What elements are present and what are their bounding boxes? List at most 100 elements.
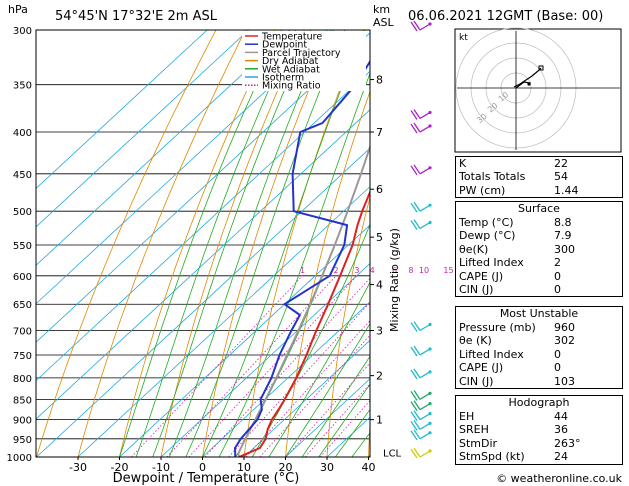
surface-row: CIN (J) 0 bbox=[456, 283, 622, 296]
wind-barb bbox=[410, 164, 432, 176]
hodograph-stats-rows: EH 44 SREH 36 StmDir 263° StmSpd (kt) 24 bbox=[456, 410, 622, 464]
most-unstable-value: 960 bbox=[554, 321, 575, 334]
isotherm bbox=[202, 301, 370, 457]
dry-adiabat bbox=[160, 30, 305, 457]
pressure-tick-label: 750 bbox=[13, 351, 32, 362]
wet-adiabat bbox=[152, 30, 312, 457]
hodograph-marker bbox=[538, 65, 544, 71]
index-label: Totals Totals bbox=[459, 170, 526, 184]
dry-adiabat bbox=[202, 30, 335, 457]
index-value: 22 bbox=[554, 157, 568, 170]
km-tick-label: 6 bbox=[376, 183, 383, 196]
mixing-ratio-label: 8 bbox=[408, 266, 413, 275]
most-unstable-label: Pressure (mb) bbox=[459, 321, 536, 334]
pressure-tick-label: 900 bbox=[13, 416, 32, 427]
isotherm bbox=[36, 32, 370, 343]
wind-barb bbox=[410, 20, 432, 32]
x-tick-label: -20 bbox=[111, 461, 129, 474]
mixing-ratio-line bbox=[319, 399, 370, 457]
most-unstable-value: 302 bbox=[554, 334, 575, 348]
surface-row: Lifted Index 2 bbox=[456, 256, 622, 269]
most-unstable-label: CIN (J) bbox=[459, 374, 494, 388]
mixing-ratio-label: 15 bbox=[443, 266, 453, 275]
wind-barb bbox=[410, 122, 432, 134]
wet-adiabat bbox=[285, 322, 370, 457]
isotherm bbox=[36, 30, 332, 305]
mixing-ratio-label: 10 bbox=[419, 266, 429, 275]
surface-title: Surface bbox=[518, 202, 560, 215]
index-row: Totals Totals 54 bbox=[456, 170, 622, 183]
hodograph-stat-value: 44 bbox=[554, 410, 568, 423]
hodograph-stat-label: SREH bbox=[459, 423, 489, 437]
wind-barbs bbox=[410, 20, 432, 459]
hodograph-stat-row: StmSpd (kt) 24 bbox=[456, 450, 622, 463]
asl-axis-label: ASL bbox=[373, 16, 395, 29]
hodograph-frame bbox=[454, 28, 622, 153]
surface-label: Temp (°C) bbox=[459, 216, 514, 229]
wind-barb bbox=[410, 419, 432, 431]
dry-adiabat bbox=[77, 30, 246, 457]
index-row: PW (cm) 1.44 bbox=[456, 184, 622, 197]
surface-label: CIN (J) bbox=[459, 282, 494, 296]
temperature-axis: -30 -20 -10 0 10 20 30 40 bbox=[69, 457, 376, 474]
mixing-ratio-axis-title: Mixing Ratio (g/kg) bbox=[388, 228, 401, 332]
mixing-ratio-line bbox=[285, 362, 370, 457]
surface-label: Dewp (°C) bbox=[459, 229, 516, 243]
pressure-tick-label: 550 bbox=[13, 241, 32, 252]
wet-adiabat bbox=[168, 30, 328, 457]
hodograph-stat-row: StmDir 263° bbox=[456, 437, 622, 450]
legend-label: Wet Adiabat bbox=[262, 64, 320, 75]
sounding-profiles bbox=[234, 59, 370, 457]
km-tick-label: 5 bbox=[376, 231, 383, 244]
isotherm bbox=[160, 262, 370, 457]
wind-barb bbox=[410, 321, 432, 332]
isotherm bbox=[36, 30, 249, 228]
wind-barb bbox=[410, 345, 432, 357]
most-unstable-value: 0 bbox=[554, 347, 561, 361]
isotherm bbox=[77, 186, 370, 457]
most-unstable-title: Most Unstable bbox=[499, 307, 579, 320]
index-label: PW (cm) bbox=[459, 183, 506, 197]
km-tick-label: 8 bbox=[376, 74, 383, 87]
legend-label: Mixing Ratio bbox=[262, 81, 321, 92]
indices-rows: K 22 Totals Totals 54 PW (cm) 1.44 bbox=[456, 157, 622, 197]
surface-value: 2 bbox=[554, 256, 561, 270]
x-tick-label: -10 bbox=[152, 461, 170, 474]
surface-value: 300 bbox=[554, 242, 575, 256]
datetime-title: 06.06.2021 12GMT (Base: 00) bbox=[408, 9, 603, 24]
wet-adiabat bbox=[301, 355, 370, 457]
isotherm bbox=[36, 30, 291, 266]
hodograph-stat-label: EH bbox=[459, 410, 475, 423]
wet-adiabat bbox=[185, 30, 346, 457]
hodograph-stat-label: StmSpd (kt) bbox=[459, 450, 525, 464]
mixing-ratio-line bbox=[245, 320, 370, 457]
hodograph-stat-row: EH 44 bbox=[456, 410, 622, 423]
wind-barb bbox=[410, 447, 432, 459]
x-tick-label: -30 bbox=[69, 461, 87, 474]
wind-barb bbox=[410, 109, 432, 120]
isotherm bbox=[285, 378, 370, 457]
pressure-tick-label: 600 bbox=[13, 272, 32, 283]
wet-adiabat bbox=[268, 281, 370, 457]
x-axis-title: Dewpoint / Temperature (°C) bbox=[113, 471, 300, 486]
surface-label: Lifted Index bbox=[459, 256, 524, 270]
mixing-ratio-line bbox=[304, 383, 370, 457]
km-tick-label: 3 bbox=[376, 325, 383, 338]
surface-rows: Temp (°C) 8.8 Dewp (°C) 7.9 θe(K) 300 Lifted I… bbox=[456, 216, 622, 296]
mixing-ratio-line bbox=[188, 275, 358, 457]
altitude-axis: 1 2 3 4 5 6 7 8 LCL bbox=[370, 74, 402, 459]
km-axis-label: km bbox=[373, 3, 390, 16]
wind-barb bbox=[410, 400, 432, 412]
lcl-label: LCL bbox=[383, 448, 402, 459]
temperature-line bbox=[238, 189, 370, 457]
most-unstable-label: θe (K) bbox=[459, 334, 492, 348]
dry-adiabat bbox=[326, 195, 370, 457]
isotherm bbox=[36, 147, 370, 457]
most-unstable-label: Lifted Index bbox=[459, 347, 524, 361]
pressure-tick-label: 300 bbox=[13, 26, 32, 37]
pressure-tick-label: 950 bbox=[13, 435, 32, 446]
wet-adiabat bbox=[202, 30, 365, 457]
legend-label: Parcel Trajectory bbox=[262, 48, 341, 59]
wind-barb bbox=[410, 429, 432, 441]
